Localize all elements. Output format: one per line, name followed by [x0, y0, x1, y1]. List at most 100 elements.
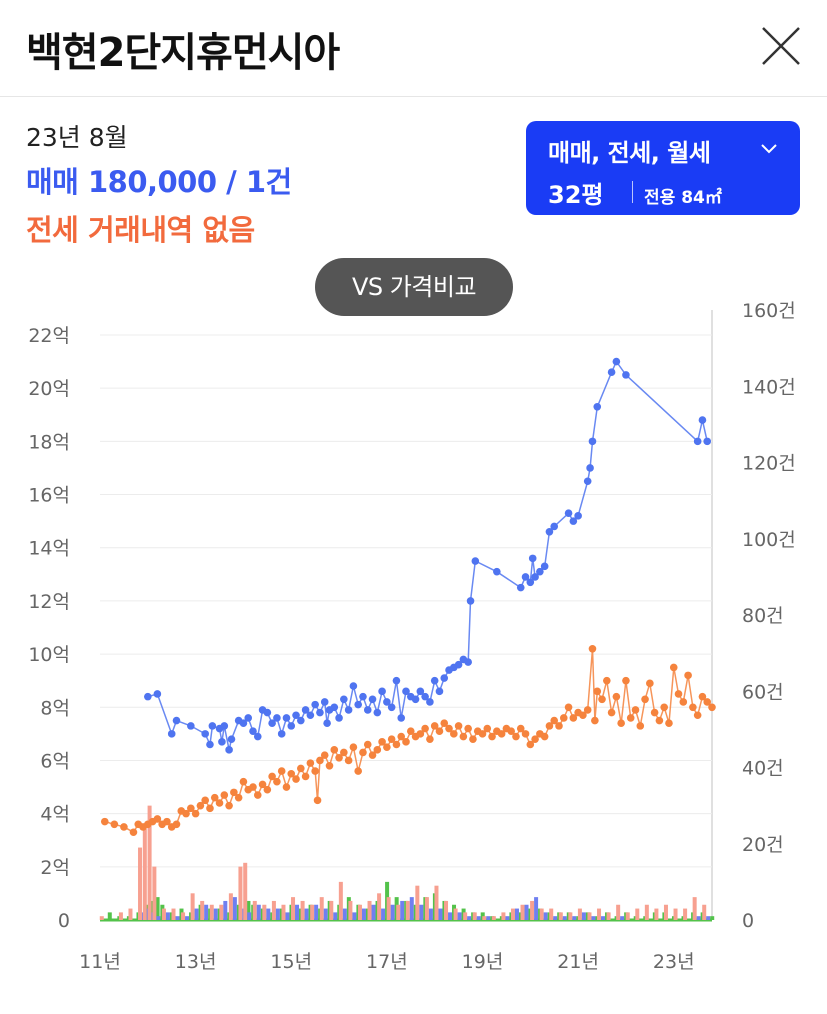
y-right-tick-label: 0 — [742, 910, 754, 932]
data-point-trade — [273, 714, 281, 722]
data-point-trade — [349, 682, 358, 690]
data-point-trade — [227, 735, 236, 743]
data-point-rent — [316, 756, 324, 765]
volume-bar-rent — [338, 881, 343, 920]
data-point-trade — [593, 402, 602, 411]
data-point-rent — [488, 732, 496, 741]
data-point-rent — [359, 748, 367, 757]
volume-bar-trade — [247, 912, 252, 920]
volume-bar-trade — [223, 900, 228, 920]
volume-bar-rent — [577, 908, 582, 920]
y-right-tick-label: 60건 — [742, 681, 784, 703]
x-tick-label: 15년 — [270, 951, 312, 973]
data-point-trade — [454, 660, 463, 669]
data-point-rent — [287, 769, 296, 778]
volume-bar-rent — [99, 916, 104, 920]
data-point-rent — [579, 711, 587, 720]
data-point-rent — [397, 732, 406, 741]
data-point-trade — [330, 703, 339, 712]
data-point-trade — [531, 573, 539, 581]
volume-bar-trade — [419, 904, 424, 920]
data-point-rent — [277, 767, 286, 775]
data-point-rent — [636, 722, 645, 730]
data-point-rent — [273, 777, 281, 786]
data-point-rent — [550, 716, 559, 725]
y-left-tick-label: 18억 — [28, 431, 70, 453]
data-point-rent — [603, 676, 611, 685]
volume-bar-trade — [204, 904, 209, 920]
volume-bar-rent — [281, 904, 286, 920]
data-point-trade — [225, 746, 233, 754]
volume-bar-rent — [520, 904, 525, 920]
data-point-rent — [598, 695, 606, 704]
volume-bar-rent — [482, 916, 487, 920]
data-point-trade — [622, 371, 630, 379]
data-point-rent — [689, 703, 697, 712]
data-point-trade — [550, 522, 559, 531]
data-point-trade — [536, 567, 544, 576]
volume-bar-rent — [219, 904, 224, 920]
data-point-rent — [402, 738, 410, 746]
data-point-rent — [421, 724, 429, 733]
deal-type-filter-button[interactable]: 매매, 전세, 월세 32평 전용 84㎡ — [526, 121, 800, 215]
volume-bar-trade — [591, 916, 596, 920]
data-point-rent — [445, 724, 453, 733]
volume-bar-rent — [558, 912, 563, 920]
data-point-trade — [344, 706, 353, 714]
data-point-rent — [387, 735, 396, 743]
volume-bar-trade — [448, 912, 453, 920]
data-point-rent — [646, 679, 654, 688]
data-point-rent — [220, 791, 229, 799]
vs-compare-button[interactable]: VS 가격비교 — [315, 258, 513, 316]
data-point-rent — [698, 692, 707, 701]
data-point-rent — [526, 740, 535, 749]
volume-bar-rent — [453, 908, 458, 920]
data-point-rent — [540, 732, 549, 741]
y-left-tick-label: 20억 — [28, 378, 70, 400]
data-point-rent — [435, 727, 444, 736]
volume-bar-trade — [266, 908, 271, 920]
volume-bar-trade — [601, 916, 606, 920]
volume-bar-trade — [543, 912, 548, 920]
data-point-trade — [540, 562, 549, 571]
volume-bar-trade — [295, 904, 300, 920]
data-point-trade — [583, 477, 592, 486]
volume-bar-trade — [175, 916, 180, 920]
volume-bar-rent — [142, 828, 147, 920]
data-point-rent — [497, 730, 506, 738]
data-point-rent — [665, 719, 673, 728]
data-point-rent — [206, 804, 214, 813]
volume-bar-other — [107, 912, 112, 920]
data-point-rent — [201, 796, 209, 805]
chevron-down-icon — [761, 144, 777, 154]
volume-bar-rent — [228, 893, 233, 920]
data-point-trade — [263, 708, 272, 717]
data-point-rent — [182, 809, 190, 818]
volume-bar-rent — [635, 908, 640, 920]
data-point-trade — [426, 698, 434, 706]
data-point-trade — [373, 708, 382, 717]
y-left-tick-label: 2억 — [40, 857, 70, 879]
data-point-rent — [512, 732, 520, 741]
volume-bar-trade — [505, 916, 510, 920]
y-right-tick-label: 80건 — [742, 605, 784, 627]
volume-bar-rent — [348, 900, 353, 920]
close-icon — [762, 27, 800, 65]
data-point-rent — [622, 676, 630, 685]
data-point-trade — [201, 730, 209, 738]
volume-bar-trade — [232, 897, 237, 920]
volume-bar-rent — [702, 904, 707, 920]
volume-bar-rent — [597, 908, 602, 920]
data-point-rent — [564, 703, 573, 712]
data-point-rent — [559, 714, 568, 722]
volume-bar-trade — [390, 904, 395, 920]
y-left-tick-label: 6억 — [40, 750, 70, 772]
data-point-trade — [282, 714, 291, 722]
data-point-rent — [555, 722, 563, 730]
volume-bar-rent — [319, 897, 324, 920]
volume-bar-trade — [457, 912, 462, 920]
close-button[interactable] — [757, 22, 805, 70]
volume-bar-trade — [165, 912, 170, 920]
price-chart: 0 2억 4억 6억 8억 10억 12억 14억 16억 18억 20억 22억 0 20건 40건 60건… — [28, 300, 795, 973]
data-point-rent — [340, 748, 348, 757]
